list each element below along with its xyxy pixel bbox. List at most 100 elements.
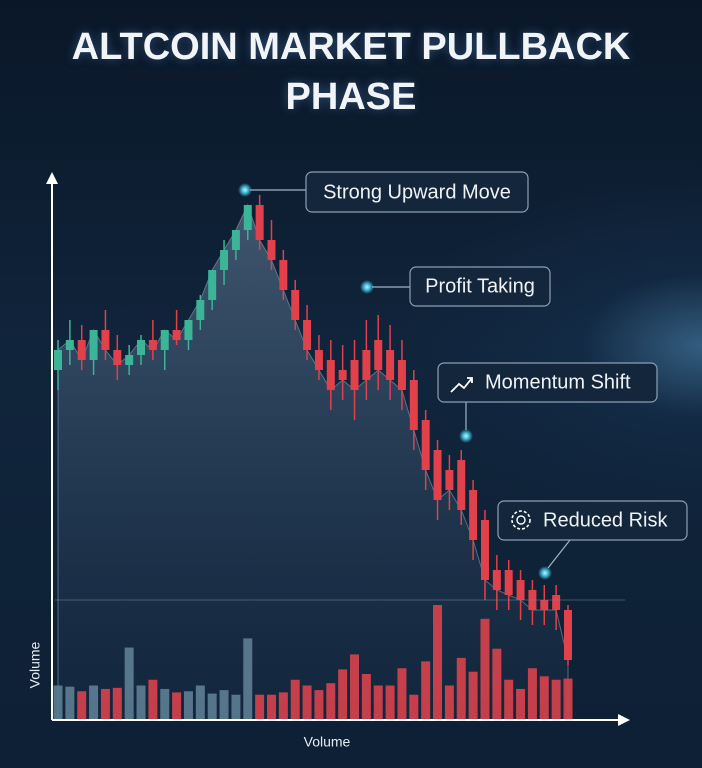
candle-body bbox=[516, 580, 525, 600]
volume-bar bbox=[468, 671, 478, 720]
volume-bar bbox=[516, 688, 526, 720]
volume-bar bbox=[219, 690, 229, 720]
candle-body bbox=[338, 370, 347, 380]
candle-body bbox=[314, 350, 323, 370]
volume-bar bbox=[397, 668, 407, 720]
callout-box bbox=[497, 500, 688, 541]
volume-bar bbox=[148, 679, 158, 720]
annotation-text: Profit Taking bbox=[425, 275, 535, 297]
volume-bar bbox=[444, 685, 454, 720]
candle-body bbox=[469, 490, 478, 540]
volume-bar bbox=[409, 694, 419, 720]
candle-body bbox=[196, 300, 205, 320]
candle-body bbox=[362, 350, 371, 380]
volume-bar bbox=[195, 685, 205, 720]
candle-body bbox=[492, 570, 501, 590]
volume-bar bbox=[172, 692, 182, 720]
leader-line bbox=[547, 539, 571, 569]
candle-body bbox=[77, 340, 86, 360]
callout-box bbox=[305, 171, 529, 213]
callout-box bbox=[409, 266, 551, 307]
volume-bar bbox=[290, 679, 300, 720]
volume-bar bbox=[373, 685, 383, 720]
volume-bar bbox=[266, 694, 276, 720]
candle-body bbox=[433, 450, 442, 500]
volume-bar bbox=[112, 687, 122, 720]
y-axis-label: Volume bbox=[27, 641, 43, 688]
candle-body bbox=[255, 205, 264, 240]
annotation: Reduced Risk bbox=[497, 500, 688, 580]
x-axis-label: Volume bbox=[304, 734, 351, 750]
volume-bar bbox=[492, 648, 502, 720]
marker-dot bbox=[238, 183, 252, 197]
candle-body bbox=[220, 250, 229, 270]
candle-body bbox=[172, 330, 181, 340]
candle-body bbox=[480, 520, 489, 580]
candle-body bbox=[552, 595, 561, 610]
candle-body bbox=[504, 570, 513, 595]
volume-bar bbox=[53, 685, 63, 720]
volume-bar bbox=[231, 694, 241, 720]
gear-icon-center bbox=[516, 515, 526, 525]
volume-bar bbox=[563, 678, 573, 720]
annotation-text: Reduced Risk bbox=[543, 509, 669, 531]
candle-body bbox=[326, 360, 335, 390]
gear-icon bbox=[511, 510, 531, 530]
volume-bar bbox=[136, 685, 146, 720]
candle-body bbox=[409, 380, 418, 430]
volume-bar bbox=[243, 638, 253, 720]
volume-bar bbox=[433, 605, 443, 720]
candle-body bbox=[397, 360, 406, 390]
candle-body bbox=[267, 240, 276, 260]
volume-bar bbox=[350, 654, 360, 720]
candle-body bbox=[291, 290, 300, 320]
candle-body bbox=[184, 320, 193, 340]
candle-body bbox=[303, 320, 312, 350]
candle-body bbox=[54, 350, 62, 370]
volume-bar bbox=[124, 647, 134, 720]
candle-body bbox=[65, 340, 74, 350]
volume-bar bbox=[89, 685, 99, 720]
candle-body bbox=[421, 420, 430, 470]
volume-bar bbox=[302, 685, 312, 720]
marker-dot bbox=[360, 280, 374, 294]
volume-bar bbox=[255, 694, 265, 720]
candle-body bbox=[125, 355, 134, 365]
candle-body bbox=[540, 600, 549, 610]
candle-body bbox=[350, 360, 359, 390]
volume-bar bbox=[326, 683, 336, 720]
candle-body bbox=[113, 350, 122, 365]
marker-dot bbox=[538, 566, 552, 580]
volume-bar bbox=[77, 691, 87, 720]
chart-title: ALTCOIN MARKET PULLBACK PHASE bbox=[71, 26, 631, 118]
annotation: Momentum Shift bbox=[437, 362, 658, 443]
volume-bar bbox=[278, 692, 288, 720]
candle-body bbox=[160, 330, 169, 350]
candle-body bbox=[279, 260, 288, 290]
candle-body bbox=[148, 340, 157, 350]
callout-box bbox=[437, 362, 658, 403]
marker-dot bbox=[459, 429, 473, 443]
volume-bar bbox=[504, 679, 514, 720]
volume-bar bbox=[527, 668, 537, 720]
candle-body bbox=[231, 230, 240, 250]
candle-body bbox=[374, 340, 383, 370]
volume-bar bbox=[385, 685, 395, 720]
volume-bar bbox=[551, 679, 561, 720]
volume-bar bbox=[421, 661, 431, 720]
candle-body bbox=[445, 470, 454, 490]
volume-bar bbox=[338, 669, 348, 720]
volume-bar bbox=[207, 693, 217, 720]
plot bbox=[53, 195, 573, 721]
candle-body bbox=[564, 610, 572, 660]
volume-bar bbox=[539, 676, 549, 720]
annotation: Strong Upward Move bbox=[238, 171, 529, 213]
annotation: Profit Taking bbox=[360, 266, 551, 307]
volume-bar bbox=[160, 688, 170, 720]
candle-body bbox=[386, 350, 395, 380]
volume-bar bbox=[314, 690, 324, 720]
candle-body bbox=[101, 330, 110, 350]
candle-body bbox=[243, 205, 252, 230]
candle-body bbox=[457, 460, 466, 510]
volume-bar bbox=[480, 618, 490, 720]
